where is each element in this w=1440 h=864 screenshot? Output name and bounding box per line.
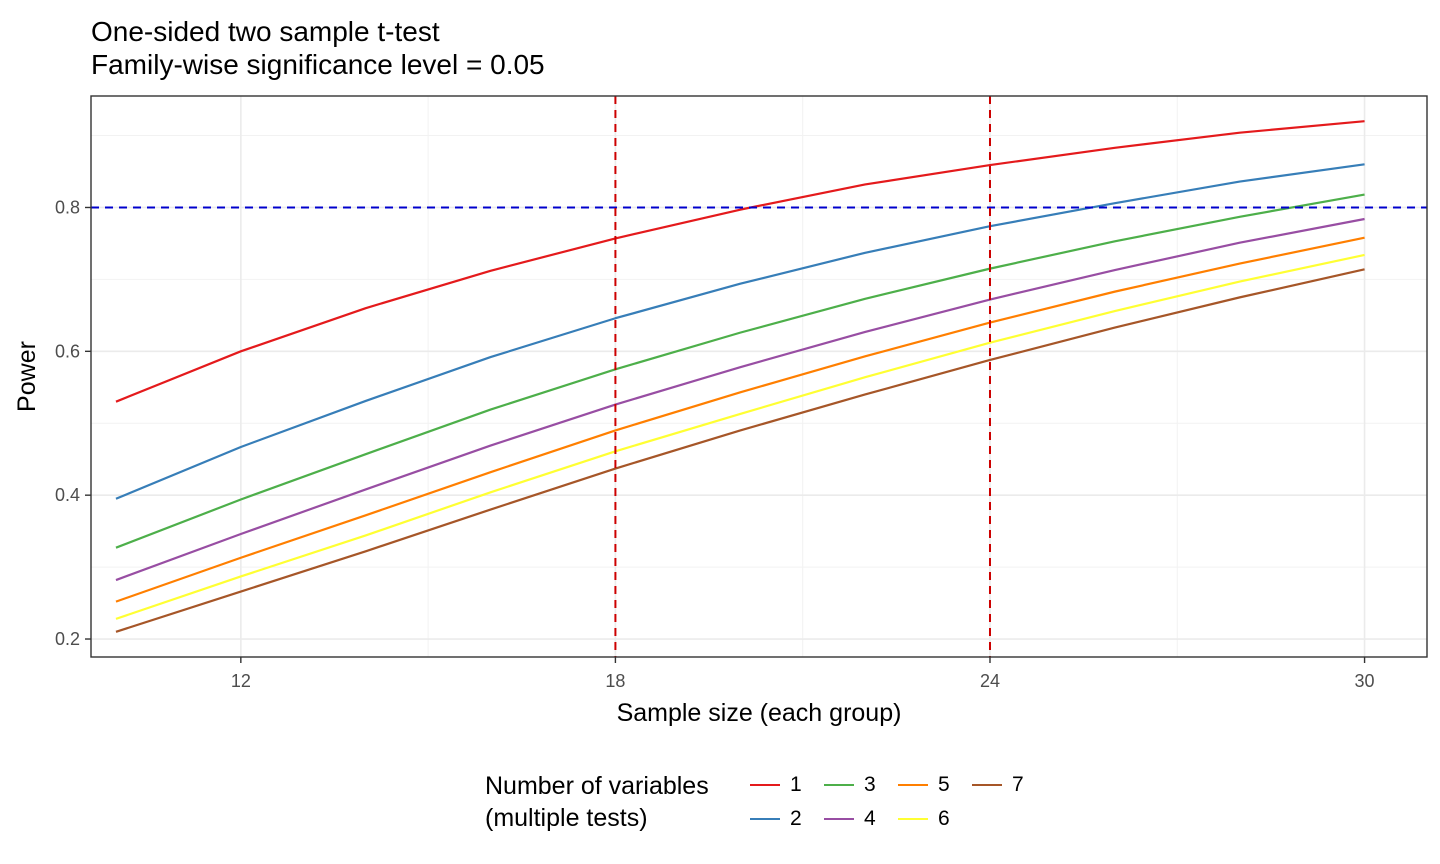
legend-key-line xyxy=(824,818,854,820)
x-axis-title: Sample size (each group) xyxy=(617,699,902,727)
legend-label: 5 xyxy=(938,773,950,796)
series-line-1 xyxy=(115,120,1365,403)
series-line-2 xyxy=(115,163,1365,500)
legend-title: Number of variables (multiple tests) xyxy=(485,770,709,834)
y-axis-title: Power xyxy=(13,341,41,412)
series-line-3 xyxy=(115,193,1365,549)
x-tick-label: 30 xyxy=(1355,671,1375,691)
legend-title-line1: Number of variables xyxy=(485,772,709,800)
series-line-4 xyxy=(115,217,1365,582)
chart-title: One-sided two sample t-test xyxy=(91,16,440,47)
legend-key-line xyxy=(898,818,928,820)
legend-label: 1 xyxy=(790,773,802,796)
legend-key-line xyxy=(750,784,780,786)
x-tick-label: 24 xyxy=(980,671,1000,691)
legend-label: 2 xyxy=(790,807,802,830)
series-line-7 xyxy=(115,268,1365,633)
y-tick-label: 0.4 xyxy=(55,485,80,505)
plot-panel xyxy=(91,96,1427,657)
legend-label: 7 xyxy=(1012,773,1024,796)
legend-label: 4 xyxy=(864,807,876,830)
legend-key-line xyxy=(972,784,1002,786)
legend-key-line xyxy=(898,784,928,786)
chart-plot: 12 18 24 30 0.2 0.4 0.6 0.8 Sample size (each gr… xyxy=(13,95,1428,727)
series-line-6 xyxy=(115,253,1365,620)
y-tick-label: 0.8 xyxy=(55,197,80,217)
x-tick-label: 18 xyxy=(605,671,625,691)
y-tick-label: 0.6 xyxy=(55,341,80,361)
legend-label: 6 xyxy=(938,807,950,830)
chart-subtitle: Family-wise significance level = 0.05 xyxy=(91,49,545,80)
legend-key-line xyxy=(750,818,780,820)
series-line-5 xyxy=(115,236,1365,603)
legend-label: 3 xyxy=(864,773,876,796)
x-tick-label: 12 xyxy=(231,671,251,691)
y-tick-label: 0.2 xyxy=(55,629,80,649)
plot-border xyxy=(90,95,1428,658)
legend-title-line2: (multiple tests) xyxy=(485,804,648,832)
legend-key-line xyxy=(824,784,854,786)
